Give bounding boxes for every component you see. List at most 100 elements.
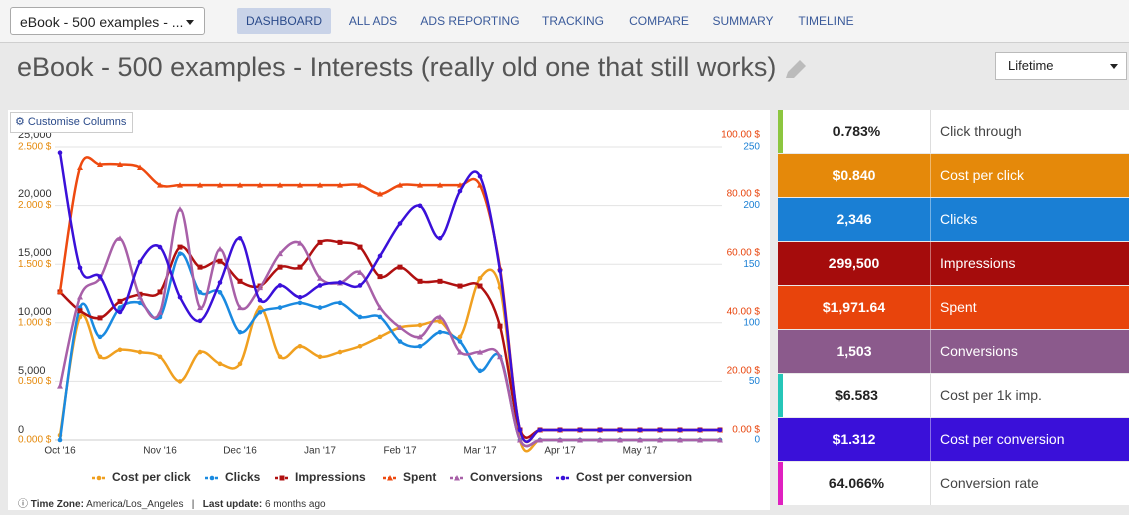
data-point bbox=[557, 427, 563, 433]
y-tick-label: 0.500 $ bbox=[18, 376, 52, 387]
tab[interactable]: COMPARE bbox=[629, 14, 689, 28]
data-point bbox=[297, 300, 303, 306]
data-point bbox=[77, 164, 83, 170]
tab[interactable]: ADS REPORTING bbox=[420, 14, 520, 28]
data-point bbox=[377, 334, 383, 340]
data-point bbox=[337, 280, 343, 285]
data-point bbox=[177, 206, 183, 212]
data-point bbox=[337, 349, 343, 355]
data-point bbox=[177, 182, 183, 188]
y-tick-label: 40.00 $ bbox=[727, 307, 761, 318]
legend-item: Clicks bbox=[205, 470, 261, 484]
metric-row[interactable]: 1,503 Conversions bbox=[778, 330, 1129, 373]
metric-row[interactable]: 2,346 Clicks bbox=[778, 198, 1129, 241]
metrics-list: 0.783% Click through $0.840 Cost per click 2… bbox=[778, 110, 1129, 506]
legend-label: Impressions bbox=[295, 470, 366, 484]
y-tick-label: 2.500 $ bbox=[18, 142, 52, 153]
data-point bbox=[717, 427, 723, 433]
metric-label: Cost per 1k imp. bbox=[930, 374, 1129, 417]
data-point bbox=[117, 235, 123, 241]
data-point bbox=[57, 383, 63, 389]
data-point bbox=[397, 339, 403, 344]
data-point bbox=[197, 304, 203, 311]
data-point bbox=[357, 283, 363, 288]
y-tick-label: 100 bbox=[743, 317, 760, 328]
data-point bbox=[497, 323, 503, 329]
data-point bbox=[277, 305, 283, 310]
y-tick-label: 200 bbox=[743, 200, 760, 211]
legend-label: Clicks bbox=[225, 470, 261, 484]
metric-row[interactable]: $1,971.64 Spent bbox=[778, 286, 1129, 329]
label: Time Zone: bbox=[30, 499, 84, 510]
metric-row[interactable]: 0.783% Click through bbox=[778, 110, 1129, 153]
footer: ⓘ Time Zone: America/Los_Angeles | Last … bbox=[18, 499, 326, 510]
data-point bbox=[157, 289, 163, 295]
data-point bbox=[517, 427, 523, 433]
data-point bbox=[317, 182, 323, 188]
tab[interactable]: SUMMARY bbox=[712, 14, 774, 28]
data-point bbox=[157, 182, 163, 188]
data-point bbox=[537, 427, 543, 433]
data-point bbox=[237, 235, 243, 241]
metric-row[interactable]: $6.583 Cost per 1k imp. bbox=[778, 374, 1129, 417]
data-point bbox=[137, 349, 143, 355]
data-point bbox=[97, 161, 103, 167]
metric-row[interactable]: 299,500 Impressions bbox=[778, 242, 1129, 285]
data-point bbox=[357, 343, 363, 349]
data-point bbox=[477, 368, 483, 374]
data-point bbox=[337, 182, 343, 188]
label: Last update: bbox=[202, 499, 263, 510]
campaign-select[interactable]: eBook - 500 examples - ... bbox=[10, 7, 205, 35]
tab[interactable]: TIMELINE bbox=[798, 14, 854, 28]
x-tick-label: Feb '17 bbox=[383, 446, 416, 457]
data-point bbox=[257, 182, 263, 188]
tab[interactable]: TRACKING bbox=[541, 14, 604, 28]
data-point bbox=[157, 244, 163, 250]
legend-label: Conversions bbox=[470, 470, 543, 484]
legend-marker bbox=[96, 475, 102, 481]
data-point bbox=[377, 274, 383, 280]
data-point bbox=[517, 437, 523, 443]
data-point bbox=[217, 361, 223, 367]
data-point bbox=[197, 182, 203, 188]
data-point bbox=[77, 265, 83, 271]
data-point bbox=[157, 309, 163, 315]
metric-row[interactable]: 64.066% Conversion rate bbox=[778, 462, 1129, 505]
tab[interactable]: DASHBOARD bbox=[237, 8, 331, 34]
data-point bbox=[637, 437, 643, 443]
data-point bbox=[437, 313, 443, 320]
metric-label: Cost per conversion bbox=[930, 418, 1129, 461]
metric-row[interactable]: $1.312 Cost per conversion bbox=[778, 418, 1129, 461]
data-point bbox=[337, 300, 343, 306]
data-point bbox=[117, 298, 123, 304]
data-point bbox=[197, 264, 203, 270]
data-point bbox=[437, 278, 443, 284]
data-point bbox=[257, 309, 263, 315]
period-select[interactable]: Lifetime bbox=[995, 52, 1127, 80]
y-tick-label: 0.000 $ bbox=[18, 435, 52, 446]
legend-marker bbox=[209, 475, 215, 481]
data-point bbox=[117, 347, 123, 353]
legend-label: Cost per click bbox=[112, 470, 191, 484]
data-point bbox=[497, 353, 503, 360]
nav-bar: eBook - 500 examples - ... DASHBOARD ALL… bbox=[0, 0, 1129, 43]
data-point bbox=[257, 297, 263, 303]
metric-label: Impressions bbox=[930, 242, 1129, 285]
y-tick-label: 100.00 $ bbox=[721, 130, 760, 141]
data-point bbox=[397, 182, 403, 188]
metric-value: $1.312 bbox=[832, 431, 876, 447]
data-point bbox=[377, 314, 383, 320]
tab[interactable]: ALL ADS bbox=[348, 14, 398, 28]
y-tick-label: 1.000 $ bbox=[18, 317, 52, 328]
customise-button[interactable]: ⚙ Customise Columns bbox=[10, 112, 134, 133]
data-point bbox=[57, 288, 63, 294]
data-point bbox=[417, 203, 423, 209]
y-tick-label: 50 bbox=[749, 376, 761, 387]
y-tick-label: 250 bbox=[743, 142, 760, 153]
data-point bbox=[697, 437, 703, 443]
metric-label: Click through bbox=[930, 110, 1129, 153]
data-point bbox=[317, 354, 323, 360]
data-point bbox=[437, 235, 443, 241]
data-point bbox=[477, 174, 483, 179]
metric-row[interactable]: $0.840 Cost per click bbox=[778, 154, 1129, 197]
